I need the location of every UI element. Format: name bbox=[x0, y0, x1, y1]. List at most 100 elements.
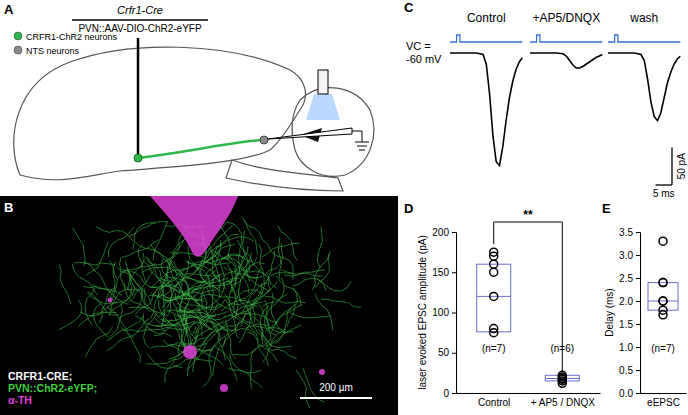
th-region bbox=[150, 196, 238, 257]
fibers bbox=[59, 217, 361, 408]
y-tick-mark bbox=[636, 393, 640, 394]
fiber bbox=[250, 348, 255, 389]
fiber bbox=[161, 259, 188, 284]
ground bbox=[352, 131, 369, 150]
fiber bbox=[163, 340, 199, 359]
key-label: CRFR1-ChR2 neurons bbox=[26, 32, 118, 42]
y-tick: 50 bbox=[438, 347, 456, 358]
n-label: (n=7) bbox=[651, 343, 675, 354]
fiber bbox=[59, 300, 82, 329]
y-tick: 100 bbox=[432, 307, 456, 318]
y-tick-mark bbox=[452, 313, 456, 314]
th-cell bbox=[220, 384, 228, 392]
y-tick-mark bbox=[636, 278, 640, 279]
panel-label: B bbox=[4, 200, 13, 215]
y-tick-mark bbox=[636, 255, 640, 256]
y-tick-mark bbox=[452, 353, 456, 354]
fiber bbox=[133, 223, 156, 250]
fiber bbox=[96, 227, 132, 241]
genotype-label: Crfr1-Cre bbox=[117, 4, 163, 16]
y-tick-label: 3.5 bbox=[619, 227, 633, 238]
fiber bbox=[262, 273, 291, 294]
y-tick: 0 bbox=[443, 388, 456, 399]
trace bbox=[608, 53, 681, 121]
x-axis-line bbox=[457, 393, 601, 394]
y-tick: 1.5 bbox=[619, 319, 640, 330]
fiber bbox=[229, 268, 236, 308]
plot-area bbox=[477, 248, 580, 387]
y-tick-mark bbox=[452, 272, 456, 273]
stimulus bbox=[530, 35, 603, 42]
fiber bbox=[110, 316, 143, 340]
fiber bbox=[275, 307, 292, 344]
panel-d: 050100150200Control+ AP5 / DNQXlaser evo… bbox=[417, 208, 601, 408]
fiber bbox=[130, 222, 168, 236]
fiber bbox=[225, 299, 238, 338]
scale-bar bbox=[300, 397, 372, 399]
fiber bbox=[227, 222, 242, 256]
fiber bbox=[158, 259, 172, 298]
electrode bbox=[268, 128, 352, 139]
fiber bbox=[154, 321, 195, 326]
data-point bbox=[659, 237, 667, 245]
fiber bbox=[110, 290, 140, 312]
fiber bbox=[146, 354, 186, 364]
annotation: -60 mV bbox=[406, 53, 442, 65]
fiber bbox=[154, 239, 184, 265]
y-tick-mark bbox=[452, 393, 456, 394]
data-point bbox=[659, 279, 667, 287]
scale-bar-label: 200 µm bbox=[319, 382, 353, 393]
scale-bar-x bbox=[656, 184, 673, 185]
fiber bbox=[201, 250, 219, 283]
y-tick-label: 50 bbox=[438, 347, 450, 358]
fiber bbox=[312, 254, 329, 291]
fiber bbox=[85, 327, 112, 357]
fiber bbox=[180, 293, 188, 333]
stain-label: PVN::ChR2-eYFP; bbox=[8, 382, 97, 394]
fiber bbox=[317, 279, 351, 291]
fiber bbox=[180, 270, 217, 288]
fiber bbox=[241, 291, 262, 326]
brainstem-outline bbox=[226, 160, 343, 191]
fiber bbox=[149, 278, 184, 296]
trace-plot bbox=[530, 35, 603, 68]
fiber bbox=[317, 227, 322, 268]
trace-title: wash bbox=[629, 11, 658, 25]
fiber bbox=[262, 243, 300, 257]
key-marker bbox=[14, 46, 22, 54]
fiber bbox=[293, 278, 326, 291]
fiber bbox=[271, 305, 301, 333]
fiber bbox=[119, 289, 143, 319]
y-tick: 1.0 bbox=[619, 342, 640, 353]
plot-area bbox=[648, 237, 678, 319]
y-tick-mark bbox=[636, 301, 640, 302]
trace bbox=[530, 53, 603, 68]
fiber bbox=[144, 313, 157, 349]
fiber bbox=[203, 349, 212, 387]
y-tick-label: 1.0 bbox=[619, 342, 633, 353]
panel-b: CRFR1-CRE;PVN::ChR2-eYFP;α-TH200 µm bbox=[0, 196, 398, 415]
x-axis-line bbox=[641, 393, 687, 394]
data-point bbox=[490, 260, 498, 268]
fiber bbox=[278, 237, 281, 278]
fiber bbox=[290, 313, 331, 318]
y-axis: 050100150200 bbox=[432, 227, 456, 399]
fiber bbox=[125, 261, 132, 301]
fiber bbox=[128, 270, 154, 303]
fiber bbox=[74, 263, 115, 266]
data-point bbox=[490, 292, 498, 300]
x-tick-label: + AP5 / DNQX bbox=[531, 397, 596, 408]
fiber bbox=[321, 299, 361, 307]
fiber bbox=[223, 267, 262, 278]
panel-label: E bbox=[602, 201, 611, 216]
label-bar bbox=[72, 19, 208, 21]
stimulus bbox=[608, 35, 681, 42]
micrograph-background bbox=[0, 196, 398, 415]
x-tick: eEPSC bbox=[647, 393, 680, 408]
fiber bbox=[167, 310, 195, 339]
data-point bbox=[659, 297, 667, 305]
x-axis: eEPSC bbox=[641, 393, 687, 408]
data-point bbox=[558, 371, 566, 379]
trace-plot bbox=[450, 35, 523, 166]
fiber bbox=[229, 315, 258, 341]
